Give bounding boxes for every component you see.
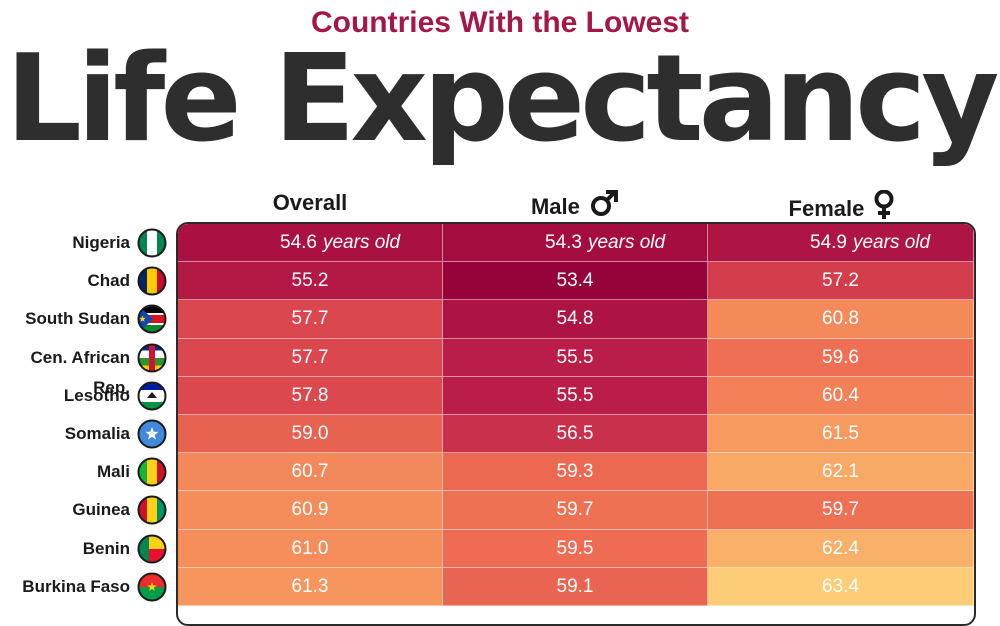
table-cell-male: 56.5	[443, 415, 708, 454]
male-symbol-icon	[591, 190, 619, 216]
column-header-overall: Overall	[210, 190, 410, 216]
table-cell-overall: 57.8	[178, 376, 443, 415]
table-cell-overall: 59.0	[178, 415, 443, 454]
chad-flag-icon	[137, 266, 167, 296]
country-label: South Sudan	[25, 309, 130, 329]
table-cell-overall: 55.2	[178, 262, 443, 301]
value-female: 59.7	[822, 499, 859, 521]
table-cell-male: 59.5	[443, 529, 708, 568]
value-overall: 54.6	[280, 232, 317, 253]
value-male: 55.5	[556, 384, 594, 406]
column-header-female-label: Female	[788, 196, 865, 221]
value-overall: 60.7	[291, 461, 329, 483]
column-header-male-label: Male	[530, 194, 580, 219]
value-male: 53.4	[556, 270, 594, 292]
table-cell-female: 57.2	[708, 262, 974, 301]
benin-flag-icon	[137, 534, 167, 564]
value-female: 62.1	[822, 461, 859, 483]
table-cell-female: 62.4	[708, 529, 974, 568]
table-cell-male: 59.1	[443, 567, 708, 606]
table-cell-female: 60.4	[708, 376, 974, 415]
country-label: Chad	[87, 271, 131, 291]
table-cell-female: 61.5	[708, 415, 974, 454]
country-label: Lesotho	[63, 385, 130, 405]
south-sudan-flag-icon	[137, 304, 167, 334]
country-label: Burkina Faso	[22, 576, 130, 596]
lesotho-flag-icon	[137, 381, 167, 411]
value-overall: 57.7	[291, 346, 329, 368]
unit-label: years old	[587, 232, 666, 253]
table-cell-male: 54.3 years old	[443, 224, 708, 263]
table-cell-female: 62.1	[708, 453, 974, 492]
table-cell-male: 59.3	[443, 453, 708, 492]
table-cell-overall: 61.3	[178, 567, 443, 606]
value-male: 56.5	[556, 423, 594, 444]
country-label: Cen. African Rep.	[30, 347, 130, 397]
unit-label: years old	[322, 232, 401, 253]
table-cell-overall: 60.7	[178, 453, 443, 492]
value-female: 61.5	[822, 423, 859, 444]
table-cell-overall: 60.9	[178, 491, 443, 530]
value-overall: 55.2	[291, 270, 329, 292]
chart-title: Life Expectancy	[5, 30, 1000, 169]
value-male: 59.1	[556, 575, 594, 597]
nigeria-flag-icon	[137, 228, 167, 258]
table-cell-male: 53.4	[443, 262, 708, 301]
value-female: 59.6	[822, 346, 859, 368]
guinea-flag-icon	[137, 495, 167, 525]
table-cell-overall: 57.7	[178, 338, 443, 377]
value-overall: 61.3	[291, 575, 329, 597]
table-cell-male: 55.5	[443, 338, 708, 377]
country-label: Nigeria	[72, 233, 130, 252]
burkina-faso-flag-icon	[137, 572, 167, 602]
table-cell-female: 54.9 years old	[708, 224, 974, 263]
value-male: 54.8	[556, 308, 594, 330]
table-cell-male: 55.5	[443, 376, 708, 415]
value-female: 60.8	[822, 308, 859, 330]
column-header-male: Male	[475, 190, 675, 220]
value-male: 55.5	[556, 346, 594, 368]
value-female: 63.4	[822, 575, 859, 597]
data-table: 54.6 years old 54.3 years old 54.9 years old 5…	[176, 222, 976, 626]
value-male: 59.7	[556, 499, 594, 521]
value-female: 62.4	[822, 537, 859, 559]
country-label: Benin	[82, 538, 130, 558]
value-overall: 59.0	[291, 423, 329, 444]
chart-subtitle: Countries With the Lowest	[310, 6, 690, 39]
table-cell-female: 59.6	[708, 338, 974, 377]
unit-label: years old	[852, 232, 931, 253]
mali-flag-icon	[137, 457, 167, 487]
country-label: Somalia	[64, 424, 130, 443]
value-overall: 57.8	[291, 384, 329, 406]
column-header-overall-label: Overall	[272, 190, 348, 215]
value-male: 54.3	[545, 232, 582, 253]
country-label: Mali	[96, 462, 130, 482]
table-cell-overall: 54.6 years old	[178, 224, 443, 263]
value-female: 54.9	[810, 232, 847, 253]
value-overall: 61.0	[291, 537, 329, 559]
value-overall: 60.9	[291, 499, 329, 521]
table-cell-female: 60.8	[708, 300, 974, 339]
value-overall: 57.7	[291, 308, 329, 330]
table-cell-male: 54.8	[443, 300, 708, 339]
value-male: 59.5	[556, 537, 594, 559]
value-female: 60.4	[822, 384, 859, 406]
central-african-republic-flag-icon	[137, 343, 167, 373]
value-male: 59.3	[556, 461, 594, 483]
table-cell-female: 59.7	[708, 491, 974, 530]
table-cell-overall: 61.0	[178, 529, 443, 568]
table-cell-male: 59.7	[443, 491, 708, 530]
table-cell-female: 63.4	[708, 567, 974, 606]
female-symbol-icon	[874, 189, 894, 219]
country-label: Guinea	[72, 500, 130, 520]
column-header-female: Female	[742, 189, 942, 222]
somalia-flag-icon	[137, 419, 167, 449]
value-female: 57.2	[822, 270, 859, 292]
table-cell-overall: 57.7	[178, 300, 443, 339]
